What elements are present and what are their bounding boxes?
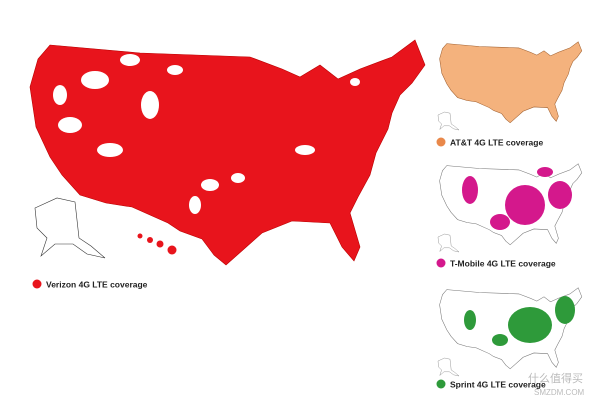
coverage-gaps: [53, 54, 360, 214]
verizon-map: Verizon 4G LTE coverage: [29, 39, 426, 289]
map-label: T-Mobile 4G LTE coverage: [450, 258, 556, 268]
watermark-site: SMZDM.COM: [534, 388, 585, 397]
watermark: 什么值得买 SMZDM.COM: [528, 372, 585, 397]
legend-dot: [32, 279, 42, 289]
coverage: [462, 167, 572, 230]
att-map: AT&T 4G LTE coverage: [436, 41, 583, 147]
map-label: Verizon 4G LTE coverage: [46, 279, 148, 289]
sprint-map: Sprint 4G LTE coverage: [436, 287, 583, 389]
map-label: Sprint 4G LTE coverage: [450, 379, 546, 389]
legend-dot: [436, 379, 446, 389]
legend-dot: [436, 137, 446, 147]
legend-dot: [436, 258, 446, 268]
tmobile-map: T-Mobile 4G LTE coverage: [436, 163, 583, 268]
hawaii: [137, 233, 177, 255]
coverage: [464, 296, 575, 346]
watermark-text: 什么值得买: [528, 372, 583, 385]
map-label: AT&T 4G LTE coverage: [450, 137, 543, 147]
